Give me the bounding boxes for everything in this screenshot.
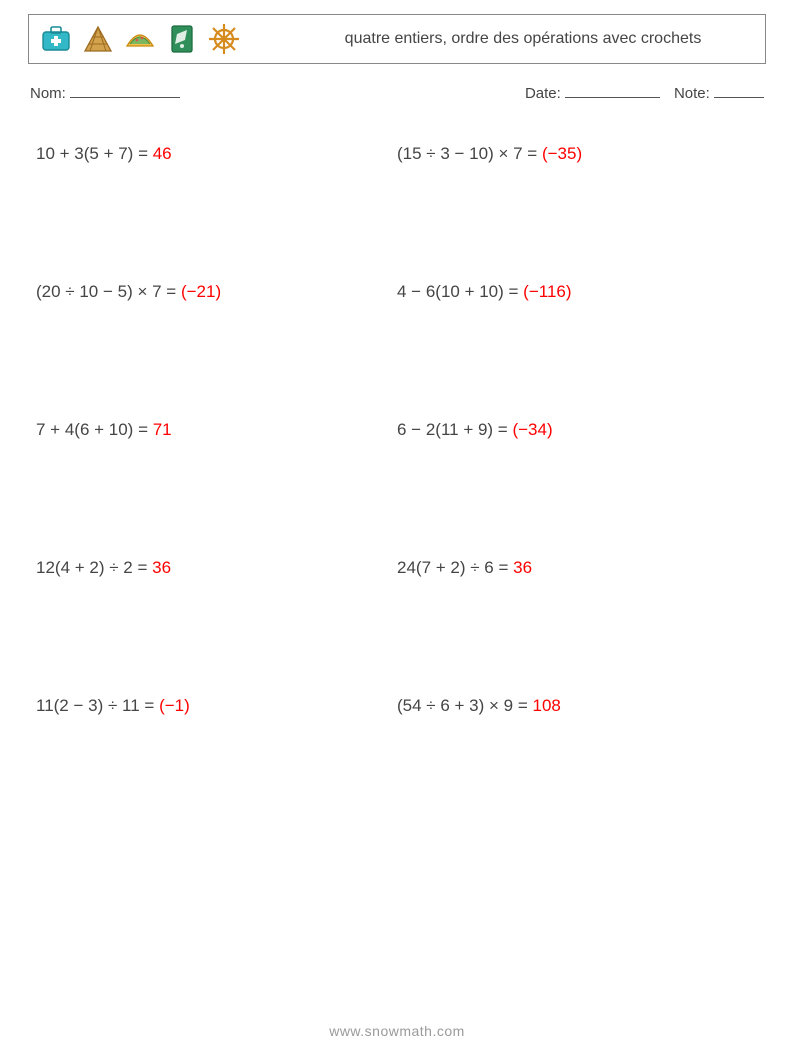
problem-cell: 24(7 + 2) ÷ 6 = 36 [397,558,758,578]
problem-cell: (54 ÷ 6 + 3) × 9 = 108 [397,696,758,716]
problem-row: 12(4 + 2) ÷ 2 = 3624(7 + 2) ÷ 6 = 36 [36,558,758,578]
problem-expression: (15 ÷ 3 − 10) × 7 = [397,144,542,163]
problem-cell: 7 + 4(6 + 10) = 71 [36,420,397,440]
problem-answer: 36 [152,558,171,577]
problem-answer: (−1) [159,696,190,715]
problem-answer: 36 [513,558,532,577]
problem-cell: 12(4 + 2) ÷ 2 = 36 [36,558,397,578]
problem-expression: 11(2 − 3) ÷ 11 = [36,696,159,715]
date-field: Date: [525,84,660,102]
footer-url: www.snowmath.com [0,1023,794,1039]
problem-answer: 71 [153,420,172,439]
problem-expression: 4 − 6(10 + 10) = [397,282,523,301]
worksheet-title: quatre entiers, ordre des opérations ave… [241,29,755,49]
header-icons [39,22,241,56]
problem-row: 7 + 4(6 + 10) = 716 − 2(11 + 9) = (−34) [36,420,758,440]
problem-answer: (−21) [181,282,221,301]
problem-answer: (−116) [523,282,571,301]
problem-answer: (−35) [542,144,582,163]
ship-wheel-icon [207,22,241,56]
problem-expression: (20 ÷ 10 − 5) × 7 = [36,282,181,301]
problem-expression: (54 ÷ 6 + 3) × 9 = [397,696,533,715]
problem-row: 11(2 − 3) ÷ 11 = (−1)(54 ÷ 6 + 3) × 9 = … [36,696,758,716]
problem-expression: 6 − 2(11 + 9) = [397,420,512,439]
problem-answer: 46 [153,144,172,163]
problem-cell: 4 − 6(10 + 10) = (−116) [397,282,758,302]
name-field: Nom: [30,84,525,102]
problem-answer: 108 [533,696,561,715]
problem-cell: 11(2 − 3) ÷ 11 = (−1) [36,696,397,716]
problem-cell: 10 + 3(5 + 7) = 46 [36,144,397,164]
problems-grid: 10 + 3(5 + 7) = 46(15 ÷ 3 − 10) × 7 = (−… [28,144,766,716]
note-label: Note: [674,85,710,102]
problem-answer: (−34) [512,420,552,439]
problem-expression: 10 + 3(5 + 7) = [36,144,153,163]
passport-icon [165,22,199,56]
problem-expression: 7 + 4(6 + 10) = [36,420,153,439]
pyramid-icon [81,22,115,56]
worksheet-page: quatre entiers, ordre des opérations ave… [0,0,794,1053]
problem-cell: (15 ÷ 3 − 10) × 7 = (−35) [397,144,758,164]
problem-row: 10 + 3(5 + 7) = 46(15 ÷ 3 − 10) × 7 = (−… [36,144,758,164]
header-box: quatre entiers, ordre des opérations ave… [28,14,766,64]
taco-icon [123,22,157,56]
name-line [70,84,180,98]
problem-cell: 6 − 2(11 + 9) = (−34) [397,420,758,440]
date-label: Date: [525,85,561,102]
problem-cell: (20 ÷ 10 − 5) × 7 = (−21) [36,282,397,302]
date-line [565,84,660,98]
medical-kit-icon [39,22,73,56]
problem-expression: 12(4 + 2) ÷ 2 = [36,558,152,577]
name-label: Nom: [30,85,66,102]
note-line [714,84,764,98]
problem-row: (20 ÷ 10 − 5) × 7 = (−21)4 − 6(10 + 10) … [36,282,758,302]
info-row: Nom: Date: Note: [28,84,766,102]
note-field: Note: [674,84,764,102]
problem-expression: 24(7 + 2) ÷ 6 = [397,558,513,577]
